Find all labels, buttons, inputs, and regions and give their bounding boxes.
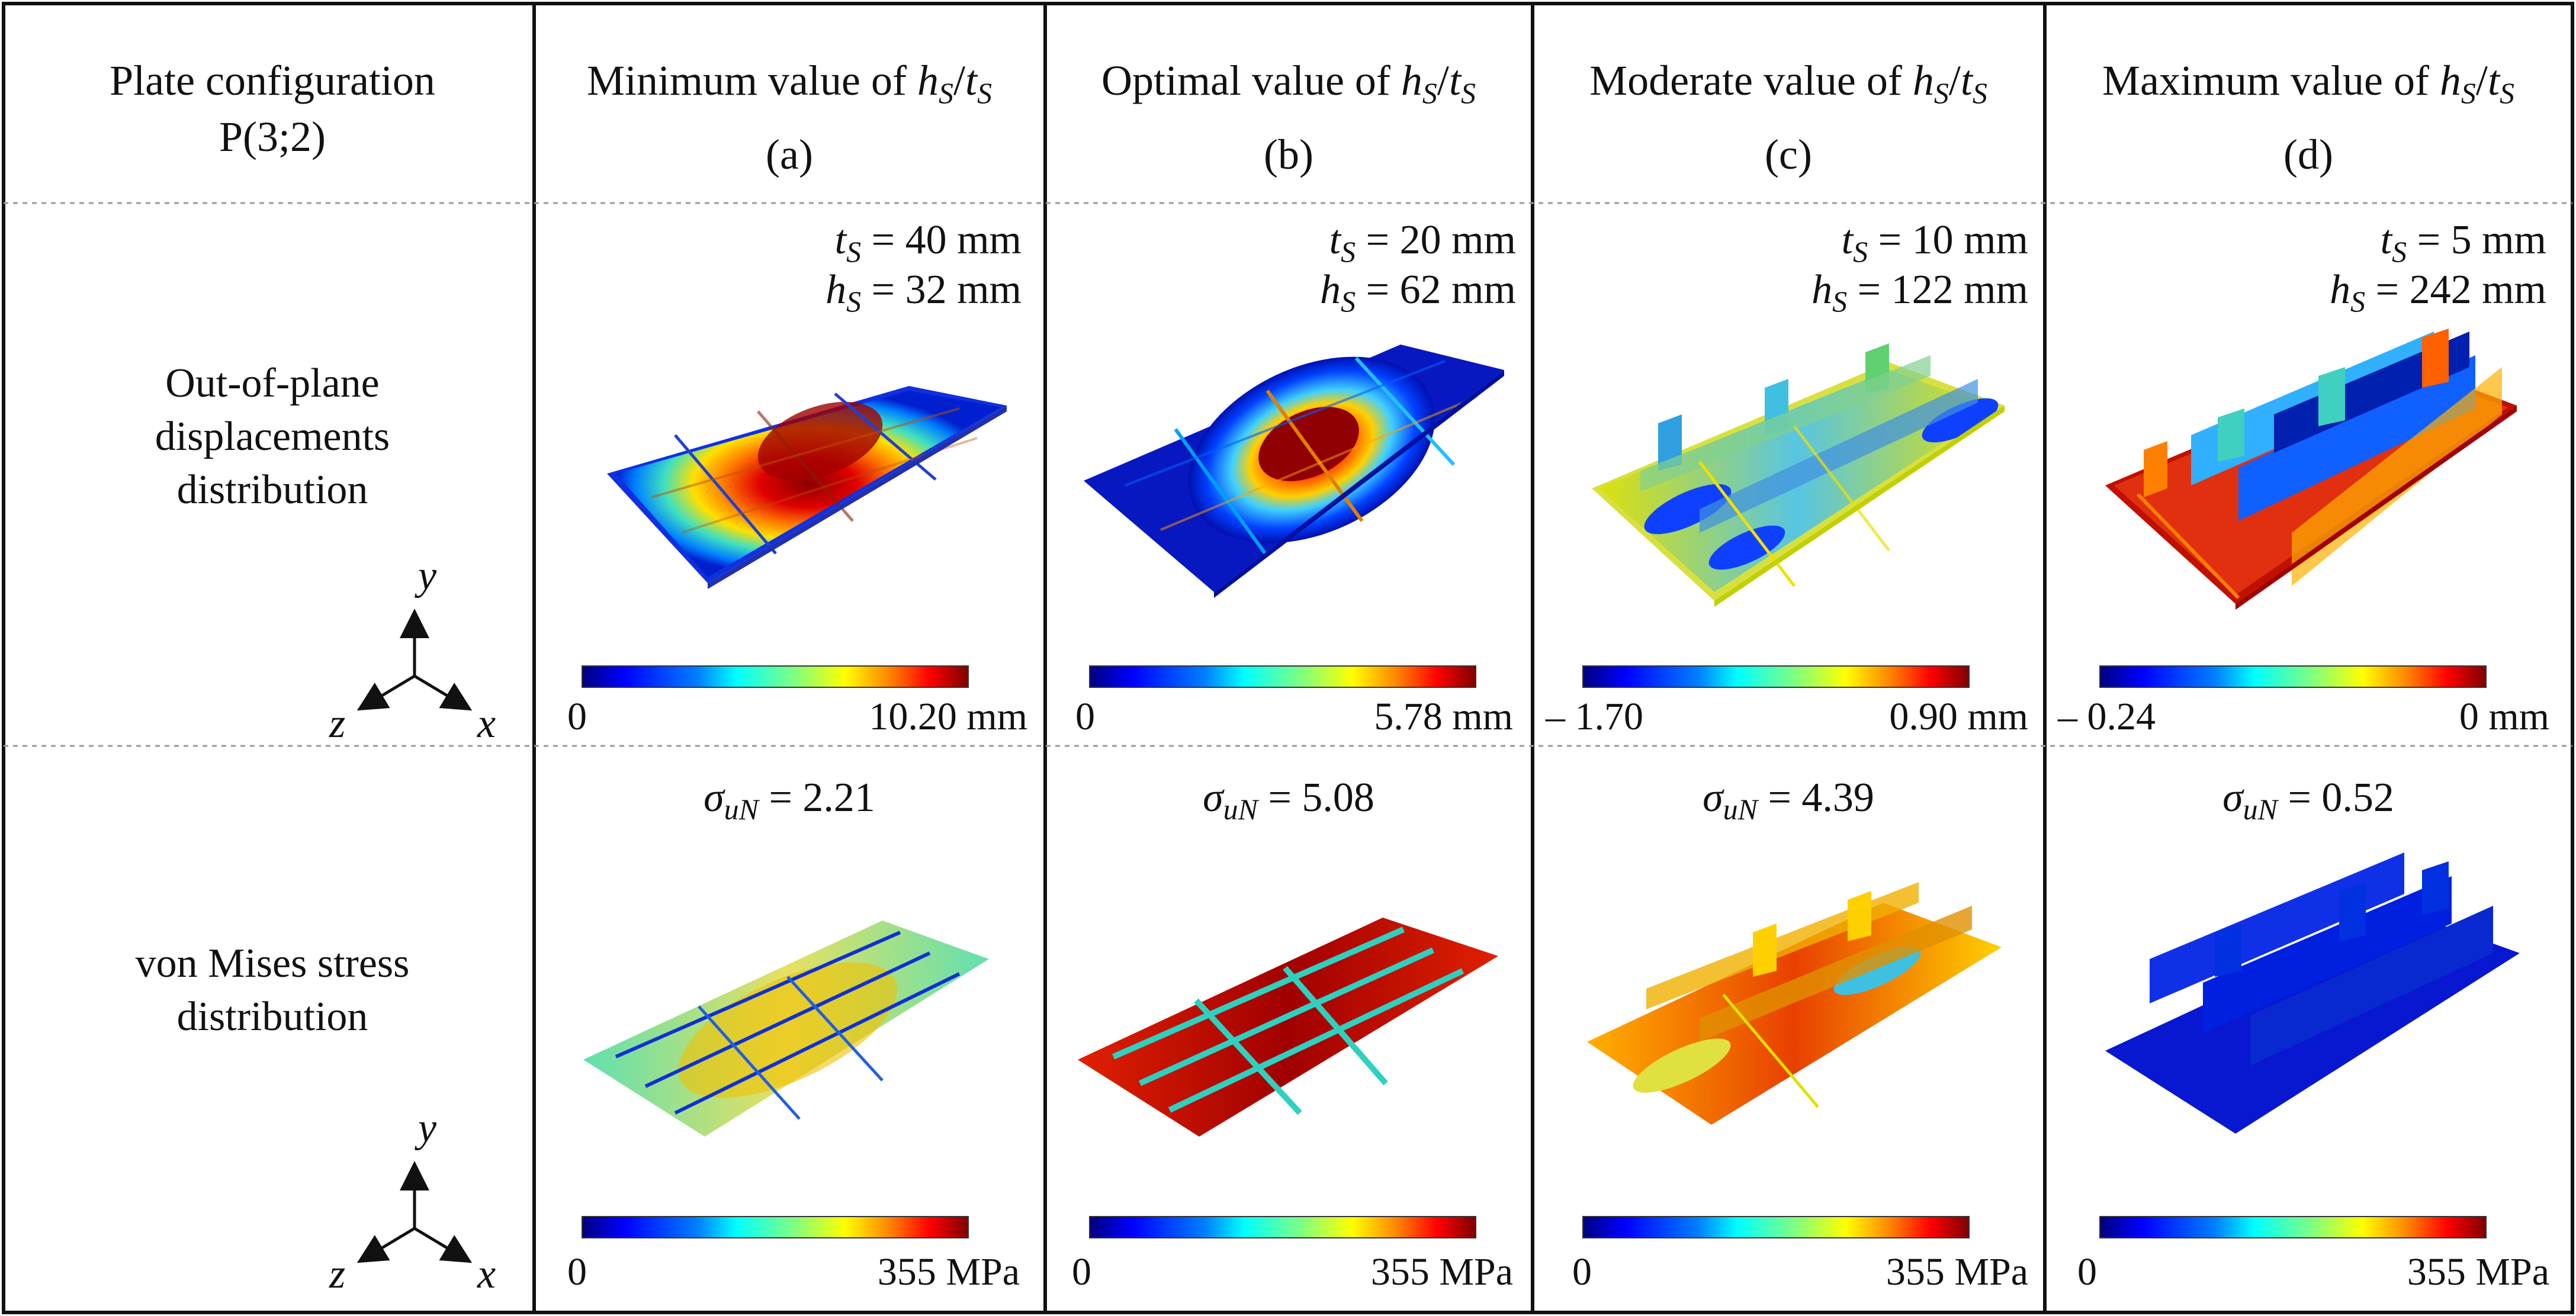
svg-text:distribution: distribution [177, 467, 368, 513]
svg-text:distribution: distribution [177, 994, 368, 1040]
stress-value-d: σuN = 0.52 [2222, 775, 2394, 826]
svg-text:σuN = 0.52: σuN = 0.52 [2222, 775, 2394, 826]
svg-text:σuN = 5.08: σuN = 5.08 [1203, 775, 1374, 826]
params-c: tS = 10 mm hS = 122 mm [1811, 217, 2028, 318]
svg-text:Minimum value of hS/tS: Minimum value of hS/tS [587, 57, 992, 110]
colorbar-displacement-c [1582, 665, 1970, 688]
disp-max-c: 0.90 mm [1889, 695, 2028, 738]
stress-max-c: 355 MPa [1886, 1250, 2028, 1294]
disp-min-b: 0 [1075, 695, 1095, 738]
disp-max-d: 0 mm [2459, 695, 2549, 738]
disp-min-c: – 1.70 [1545, 695, 1643, 738]
svg-text:tS = 10 mm: tS = 10 mm [1842, 217, 2028, 268]
axis-y-label: y [415, 553, 437, 599]
disp-min-d: – 0.24 [2057, 695, 2156, 738]
disp-max-b: 5.78 mm [1374, 695, 1513, 738]
axis-y-label: y [415, 1105, 437, 1151]
svg-text:σuN = 2.21: σuN = 2.21 [704, 775, 875, 826]
row-label-displacement: Out-of-plane displacements distribution [155, 361, 390, 513]
plate-stress-b [1078, 918, 1498, 1137]
plate-stress-d [2105, 852, 2520, 1134]
stress-max-b: 355 MPa [1371, 1250, 1513, 1294]
svg-text:displacements: displacements [155, 414, 390, 459]
column-header-d: Maximum value of hS/tS (d) [2102, 57, 2514, 178]
colorbar-displacement-d [2099, 665, 2487, 688]
config-title: Plate configuration [110, 57, 435, 104]
column-header-a: Minimum value of hS/tS (a) [587, 57, 992, 178]
col-label: (b) [1264, 131, 1313, 178]
svg-text:tS = 40 mm: tS = 40 mm [835, 217, 1022, 268]
row-label-stress: von Mises stress distribution [136, 941, 410, 1040]
col-title: Minimum value of [587, 57, 907, 104]
colorbar-stress-d [2099, 1216, 2487, 1238]
params-b: tS = 20 mm hS = 62 mm [1320, 217, 1516, 318]
colorbar-stress-b [1089, 1216, 1476, 1238]
axis-z-label: z [329, 1251, 345, 1297]
axis-z-label: z [329, 701, 345, 747]
stress-min-a: 0 [567, 1250, 587, 1294]
colorbar-displacement-a [582, 665, 969, 688]
config-label: P(3;2) [219, 113, 326, 160]
svg-text:von Mises stress: von Mises stress [136, 941, 410, 986]
svg-text:Out-of-plane: Out-of-plane [165, 361, 380, 406]
svg-text:tS = 5 mm: tS = 5 mm [2381, 217, 2546, 268]
stress-value-a: σuN = 2.21 [704, 775, 875, 826]
axis-x-label: x [477, 701, 496, 747]
colorbar-displacement-b [1089, 665, 1476, 688]
svg-text:σuN = 4.39: σuN = 4.39 [1703, 775, 1874, 826]
stress-max-a: 355 MPa [878, 1250, 1020, 1294]
axis-triad-2 [356, 1161, 473, 1263]
disp-max-a: 10.20 mm [869, 695, 1027, 738]
params-a: tS = 40 mm hS = 32 mm [826, 217, 1022, 318]
plate-stress-a [583, 921, 989, 1137]
disp-min-a: 0 [567, 695, 587, 738]
col-label: (c) [1765, 131, 1812, 178]
col-label: (a) [766, 131, 813, 178]
plate-stress-c [1587, 882, 2002, 1125]
col-label: (d) [2283, 131, 2333, 178]
plate-displacement-d [2105, 329, 2517, 610]
colorbar-stress-a [582, 1216, 969, 1238]
stress-min-c: 0 [1572, 1250, 1592, 1294]
plate-displacement-b [1084, 345, 1504, 598]
colorbar-stress-c [1582, 1216, 1970, 1238]
axis-x-label: x [477, 1251, 496, 1297]
axis-triad-1 [356, 609, 473, 711]
stress-value-b: σuN = 5.08 [1203, 775, 1374, 826]
svg-text:hS = 32 mm: hS = 32 mm [826, 267, 1022, 318]
svg-text:hS = 242 mm: hS = 242 mm [2330, 267, 2546, 318]
column-header-c: Moderate value of hS/tS (c) [1589, 57, 1987, 178]
stress-min-d: 0 [2077, 1250, 2097, 1294]
svg-text:Maximum value of hS/tS: Maximum value of hS/tS [2102, 57, 2514, 110]
svg-text:Optimal value of hS/tS: Optimal value of hS/tS [1101, 57, 1476, 110]
column-header-b: Optimal value of hS/tS (b) [1101, 57, 1476, 178]
plate-displacement-a [607, 386, 1007, 589]
stress-min-b: 0 [1072, 1250, 1091, 1294]
plate-displacement-c [1592, 343, 2005, 607]
params-d: tS = 5 mm hS = 242 mm [2330, 217, 2546, 318]
svg-text:hS = 62 mm: hS = 62 mm [1320, 267, 1516, 318]
svg-text:hS = 122 mm: hS = 122 mm [1811, 267, 2028, 318]
stress-max-d: 355 MPa [2407, 1250, 2549, 1294]
svg-text:tS = 20 mm: tS = 20 mm [1329, 217, 1516, 268]
stress-value-c: σuN = 4.39 [1703, 775, 1874, 826]
svg-text:Moderate value of hS/tS: Moderate value of hS/tS [1589, 57, 1987, 110]
